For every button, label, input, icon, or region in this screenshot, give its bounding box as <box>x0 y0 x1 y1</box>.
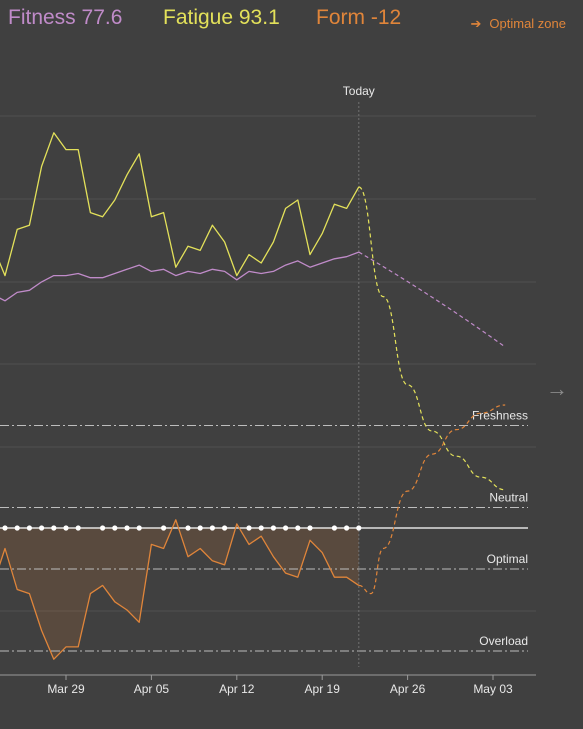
form-value: Form -12 <box>316 6 402 29</box>
activity-dot <box>283 525 289 531</box>
zone-label-freshness: Freshness <box>472 409 528 423</box>
activity-dot <box>161 525 167 531</box>
form-projection <box>358 404 506 595</box>
activity-dot <box>26 525 32 531</box>
zone-label-overload: Overload <box>479 634 528 648</box>
activity-dot <box>307 525 313 531</box>
x-tick-label: May 03 <box>473 682 513 696</box>
x-tick-label: Apr 26 <box>390 682 426 696</box>
today-label: Today <box>343 84 375 98</box>
activity-dot <box>124 525 130 531</box>
fitness-value: Fitness 77.6 <box>8 6 123 29</box>
x-tick-label: Apr 05 <box>134 682 170 696</box>
activity-dot <box>331 525 337 531</box>
activity-dot <box>14 525 20 531</box>
activity-dot <box>246 525 252 531</box>
zone-label-neutral: Neutral <box>489 491 528 505</box>
activity-dot <box>185 525 191 531</box>
x-tick-label: Mar 29 <box>47 682 85 696</box>
form-area <box>0 519 359 660</box>
chevron-right-icon[interactable]: → <box>546 376 568 401</box>
activity-dot <box>295 525 301 531</box>
activity-dot <box>112 525 118 531</box>
activity-dot <box>2 525 8 531</box>
fatigue-projection <box>358 186 506 491</box>
activity-dot <box>209 525 215 531</box>
activity-dot <box>100 525 106 531</box>
form-line <box>0 519 360 660</box>
activity-dot <box>63 525 69 531</box>
activity-dot <box>197 525 203 531</box>
activity-dot <box>75 525 81 531</box>
activity-dot <box>270 525 276 531</box>
activity-dot <box>222 525 228 531</box>
activity-dot <box>51 525 57 531</box>
activity-dot <box>39 525 45 531</box>
activity-dot <box>344 525 350 531</box>
fitness-line <box>0 251 360 302</box>
activity-dot <box>356 525 362 531</box>
optimal-zone-link[interactable]: ➔ Optimal zone <box>471 16 567 32</box>
activity-dot <box>136 525 142 531</box>
metrics-header: Fitness 77.6 Fatigue 93.1 Form -12 ➔ Opti… <box>0 6 583 36</box>
fitness-projection <box>358 251 506 348</box>
arrow-right-icon: ➔ <box>470 16 482 31</box>
zone-label-optimal: Optimal <box>487 552 528 566</box>
activity-dot <box>258 525 264 531</box>
x-tick-label: Apr 19 <box>305 682 341 696</box>
fatigue-value: Fatigue 93.1 <box>163 6 280 29</box>
fatigue-line <box>0 132 360 277</box>
optimal-zone-label: Optimal zone <box>489 16 566 31</box>
x-tick-label: Apr 12 <box>219 682 255 696</box>
